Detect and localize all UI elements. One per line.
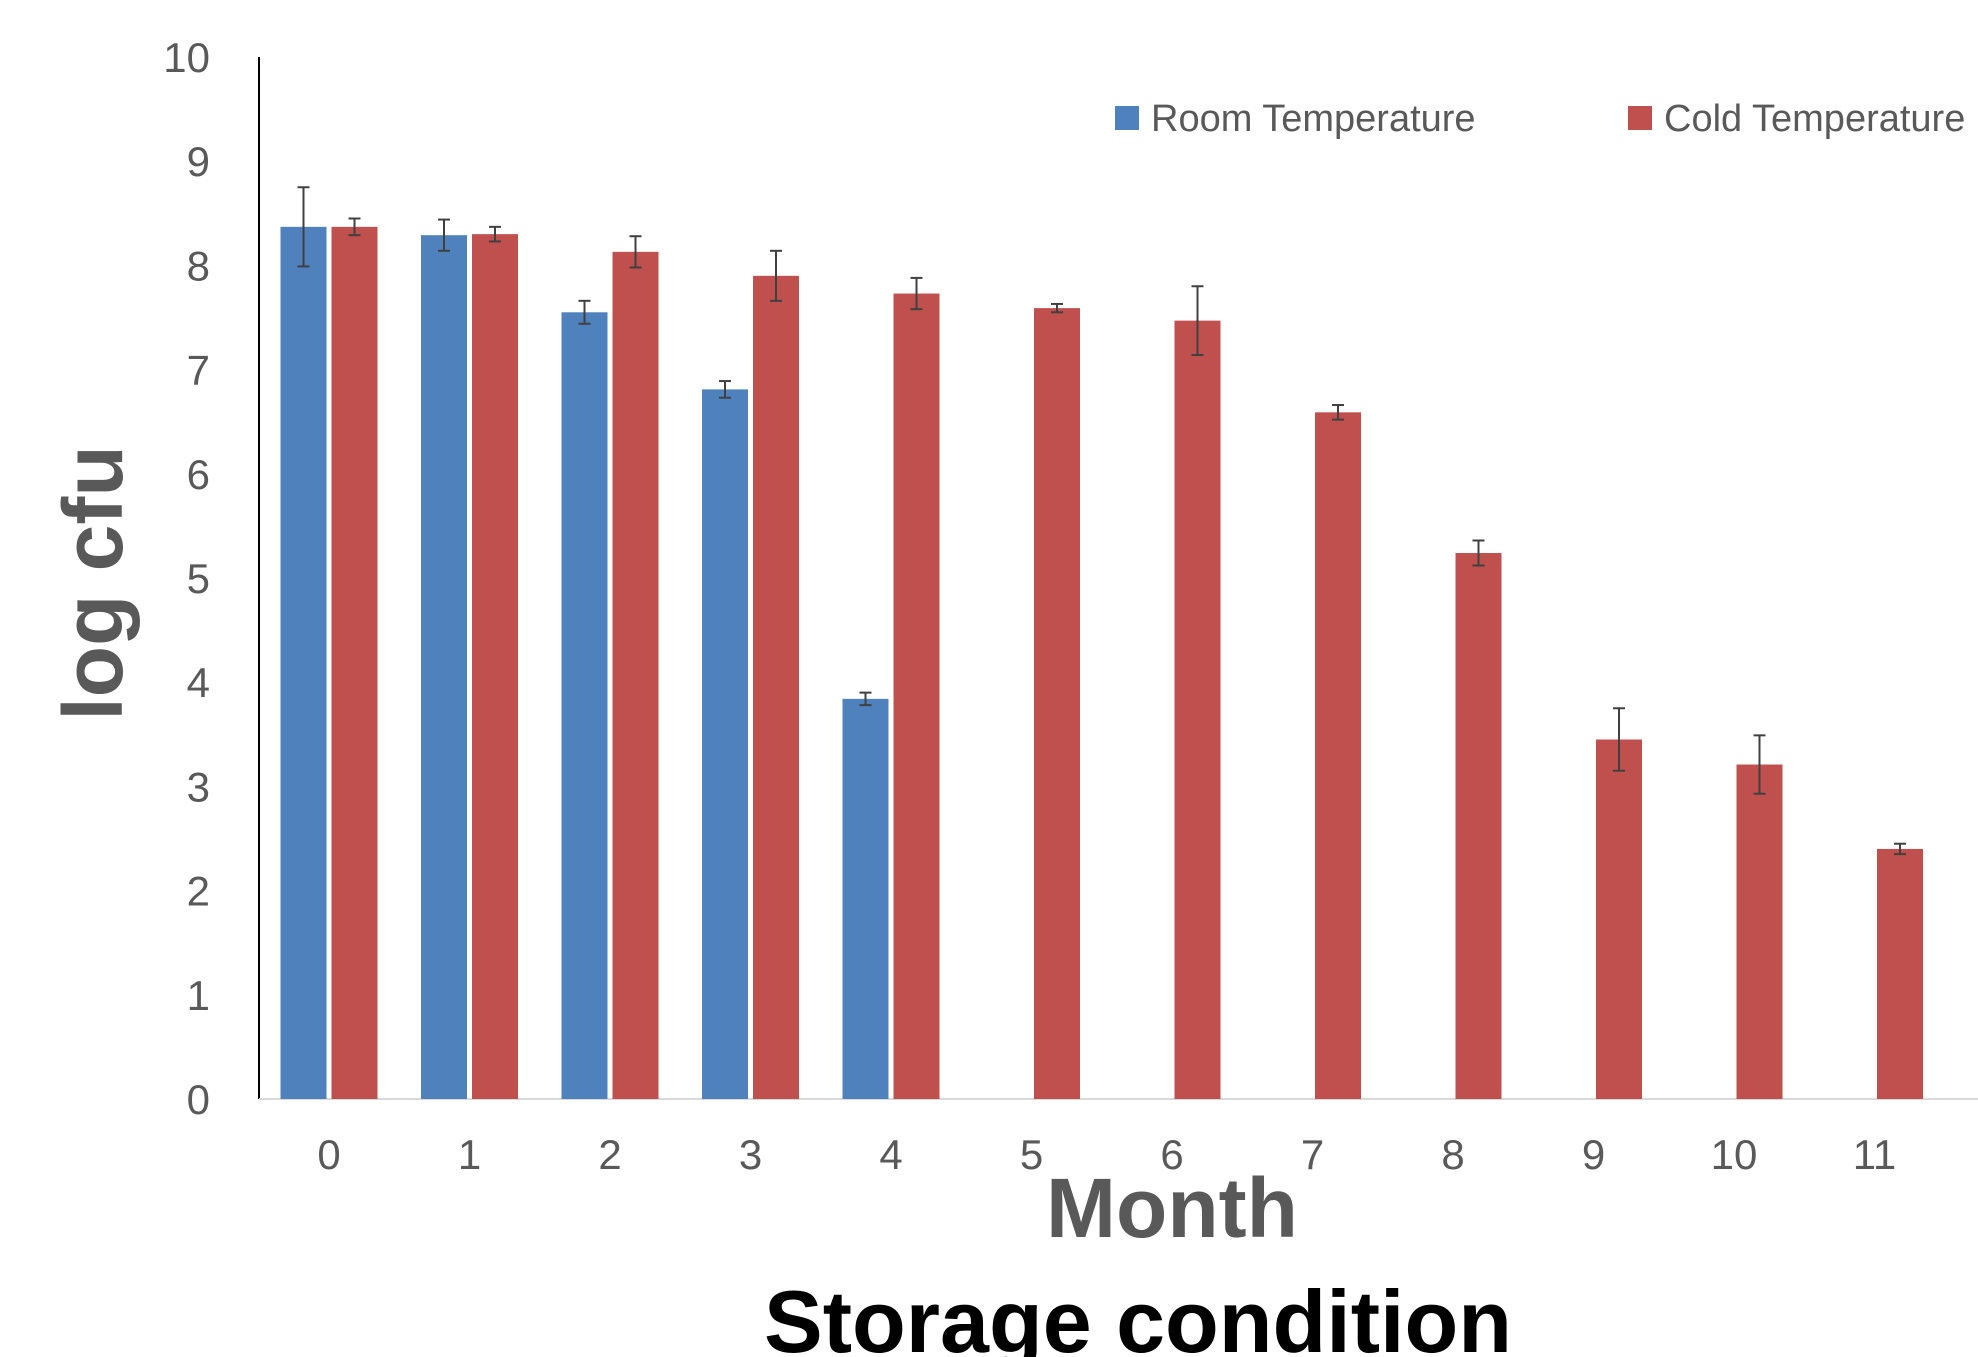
y-tick-label: 5 (187, 555, 210, 602)
bar (1315, 412, 1361, 1099)
bar (1455, 552, 1502, 1099)
bar (421, 235, 467, 1099)
bar (561, 312, 608, 1099)
y-tick-label: 0 (187, 1076, 210, 1123)
legend-label: Cold Temperature (1664, 98, 1965, 140)
y-tick-label: 2 (187, 868, 210, 915)
legend: Room Temperature Cold Temperature (1115, 98, 1965, 140)
legend-swatch (1628, 106, 1652, 130)
y-axis-ticks: 0 1 2 3 4 5 6 7 8 9 10 (163, 34, 210, 1123)
x-tick-label: 0 (317, 1131, 340, 1178)
y-tick-label: 8 (187, 242, 210, 289)
x-tick-label: 9 (1582, 1131, 1605, 1178)
error-bar (348, 217, 361, 237)
bar (753, 275, 799, 1099)
error-bar (1472, 539, 1485, 567)
bar (331, 226, 378, 1099)
legend-label: Room Temperature (1151, 98, 1476, 140)
error-bar (859, 691, 872, 707)
x-axis-label: Month (1046, 1161, 1298, 1255)
bar (280, 226, 327, 1099)
y-tick-label: 4 (187, 659, 210, 706)
y-axis-label: log cfu (46, 445, 140, 720)
bar (842, 698, 889, 1099)
bar (893, 293, 940, 1099)
bars (280, 186, 1923, 1100)
bar (1596, 739, 1642, 1099)
bar (1736, 764, 1783, 1099)
error-bar (438, 218, 450, 252)
bar (1877, 848, 1923, 1099)
x-tick-label: 4 (879, 1131, 902, 1178)
x-tick-label: 3 (739, 1131, 762, 1178)
error-bar (1753, 734, 1766, 795)
error-bar (489, 225, 501, 243)
error-bar (629, 235, 642, 269)
y-tick-label: 7 (187, 347, 210, 394)
x-tick-label: 6 (1160, 1131, 1183, 1178)
error-bar (910, 276, 923, 311)
y-tick-label: 3 (187, 763, 210, 810)
error-bar (1332, 404, 1344, 421)
error-bar (719, 380, 731, 399)
error-bar (1613, 707, 1625, 772)
error-bar (297, 186, 310, 268)
x-axis-ticks: 0 1 2 3 4 5 6 7 8 9 10 11 (317, 1131, 1896, 1178)
bar (472, 234, 518, 1099)
y-tick-label: 6 (187, 451, 210, 498)
y-tick-label: 9 (187, 138, 210, 185)
x-tick-label: 8 (1441, 1131, 1464, 1178)
x-tick-label: 2 (598, 1131, 621, 1178)
x-tick-label: 10 (1711, 1131, 1758, 1178)
legend-item: Cold Temperature (1628, 98, 1965, 140)
bar (1174, 320, 1221, 1100)
bar (702, 389, 748, 1099)
x-tick-label: 7 (1301, 1131, 1324, 1178)
error-bar (578, 299, 591, 325)
error-bar (1191, 285, 1204, 357)
error-bar (1051, 302, 1063, 314)
legend-item: Room Temperature (1115, 98, 1476, 140)
y-tick-label: 1 (187, 972, 210, 1019)
y-tick-label: 10 (163, 34, 210, 81)
x-tick-label: 5 (1020, 1131, 1043, 1178)
x-tick-label: 11 (1853, 1131, 1897, 1178)
chart-caption: Storage condition (764, 1272, 1512, 1357)
x-tick-label: 1 (458, 1131, 481, 1178)
error-bar (1894, 842, 1906, 856)
error-bar (770, 249, 782, 302)
legend-swatch (1115, 106, 1139, 130)
bar (612, 251, 659, 1099)
bar (1034, 308, 1080, 1099)
